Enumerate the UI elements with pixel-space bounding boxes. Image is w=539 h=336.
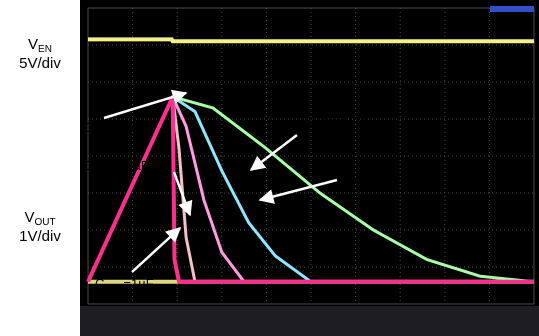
trace-c1 xyxy=(86,94,534,284)
ven-scale-label: 5V/div xyxy=(19,55,61,72)
annotation-arrows xyxy=(103,89,338,273)
trace-ven xyxy=(88,37,534,44)
trace-c470 xyxy=(172,95,535,284)
arrow-cout-100uf xyxy=(103,89,188,120)
arrow-cout-22uf xyxy=(172,171,193,217)
oscilloscope-screen xyxy=(80,0,539,336)
vout-scale-label: 1V/div xyxy=(19,228,61,245)
arrow-cout-220uf xyxy=(258,178,338,204)
arrow-cout-1uf xyxy=(131,226,182,273)
vout-label: VOUT xyxy=(24,209,56,228)
annotation-cout-100uf: COUT=100µF xyxy=(83,120,157,137)
ven-label: VEN xyxy=(28,36,52,55)
annotation-cout-470uf: COUT=470µF xyxy=(298,110,372,127)
scope-corner-indicator xyxy=(490,6,534,12)
arrow-cout-470uf xyxy=(249,134,298,171)
annotation-cout-220uf: COUT=220µF xyxy=(340,168,414,185)
scope-status-bar xyxy=(80,306,539,336)
waveform-traces xyxy=(86,37,535,284)
graticule xyxy=(87,7,535,305)
annotation-cout-22uf: COUT=22µF xyxy=(83,158,149,175)
annotation-cout-1uf: COUT=1µF xyxy=(95,276,154,293)
